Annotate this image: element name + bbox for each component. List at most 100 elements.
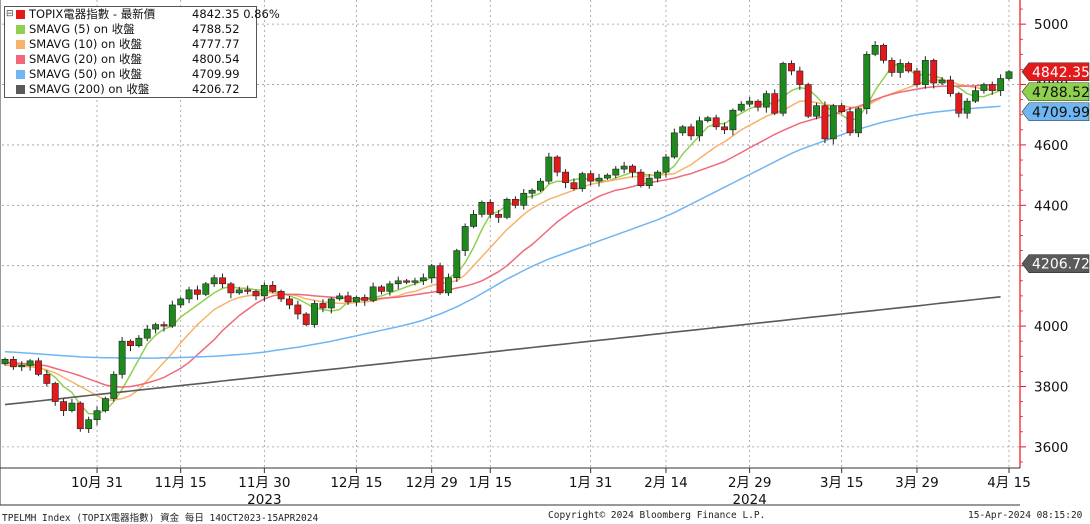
candle-down (687, 126, 695, 137)
candle-up (428, 265, 436, 279)
candle-down (244, 289, 252, 292)
candle-down (302, 313, 310, 325)
legend-entry[interactable]: SMAVG (5) on 收盤 4788.52 (5, 22, 256, 37)
candle-down (294, 304, 302, 315)
legend-entry[interactable]: TOPIX電器指數 - 最新價 4842.35 0.86% (5, 7, 280, 22)
x-tick-label: 1月 15 (468, 475, 512, 491)
legend-swatch (16, 70, 25, 79)
candle-down (637, 171, 645, 186)
candle-down (804, 84, 812, 117)
candle-down (60, 401, 68, 411)
candle-up (997, 78, 1005, 91)
candle-down (193, 289, 201, 295)
legend-entry[interactable]: SMAVG (50) on 收盤 4709.99 (5, 67, 256, 82)
price-tag-bg (1021, 254, 1090, 273)
footer-timestamp: 15-Apr-2024 08:15:20 (968, 510, 1083, 521)
x-tick-label: 3月 15 (820, 475, 864, 491)
candle-down (361, 297, 369, 301)
candle-down (988, 84, 996, 91)
x-year-label: 2023 (247, 492, 281, 508)
candle-up (746, 100, 754, 105)
candle-up (863, 54, 871, 109)
candle-up (152, 324, 160, 330)
candle-down (378, 286, 385, 292)
candle-up (202, 283, 210, 295)
candle-down (788, 63, 795, 72)
candle-down (905, 63, 913, 72)
legend-swatch (16, 85, 25, 94)
candle-down (269, 285, 277, 292)
candle-up (453, 250, 461, 279)
legend-entry-value: 4206.72 (192, 82, 240, 96)
candle-down (436, 265, 444, 294)
candle-up (118, 340, 126, 375)
candle-down (570, 182, 578, 190)
candle-up (921, 60, 929, 85)
price-tag-label: 4842.35 (1032, 65, 1090, 81)
legend-entry-name: TOPIX電器指數 - 最新價 (29, 7, 156, 21)
y-tick-label: 4000 (1034, 319, 1068, 335)
candle-up (68, 402, 76, 411)
candle-up (654, 171, 662, 179)
price-tags: 4842.35 4788.52 4709.99 4206.72 (1021, 62, 1090, 273)
candle-down (160, 324, 168, 327)
candle-up (185, 289, 193, 300)
candle-down (955, 93, 963, 114)
y-tick-label: 4400 (1034, 198, 1068, 214)
candle-down (930, 60, 938, 84)
candle-down (227, 283, 235, 294)
candle-down (880, 44, 887, 61)
candle-up (779, 63, 787, 114)
candle-down (587, 173, 595, 182)
footer-security-info: TPELMH Index (TOPIX電器指數) 資金 每日 14OCT2023… (2, 513, 319, 524)
candle-up (419, 277, 427, 282)
candle-down (286, 298, 293, 306)
legend-entry-name: SMAVG (50) on 收盤 (29, 67, 143, 81)
candle-up (336, 295, 344, 300)
candle-down (771, 93, 779, 114)
candle-up (168, 304, 176, 327)
candle-down (43, 374, 51, 384)
candle-up (478, 201, 486, 215)
candle-up (520, 192, 528, 206)
candle-up (871, 44, 879, 55)
candle-up (737, 103, 745, 111)
candle-down (35, 360, 42, 375)
candle-up (235, 289, 243, 294)
candle-down (344, 295, 352, 303)
candle-up (18, 365, 26, 368)
candle-up (177, 298, 185, 306)
candle-down (712, 117, 720, 128)
candle-down (846, 111, 854, 134)
candle-up (679, 126, 687, 134)
candle-up (503, 198, 511, 218)
candle-down (127, 340, 134, 347)
candle-up (386, 283, 394, 292)
candle-up (135, 337, 143, 347)
candle-up (85, 419, 93, 430)
candle-up (896, 63, 904, 73)
legend-entry[interactable]: SMAVG (200) on 收盤 4206.72 (5, 82, 256, 97)
candle-down (277, 291, 285, 300)
x-tick-label: 1月 31 (569, 475, 613, 491)
candle-up (26, 360, 34, 366)
legend-entry[interactable]: SMAVG (20) on 收盤 4800.54 (5, 52, 256, 67)
candle-up (695, 120, 703, 137)
legend-entry-value: 4800.54 (192, 52, 240, 66)
legend-entry-value: 4709.99 (192, 67, 240, 81)
legend-swatch (16, 40, 25, 49)
footer-copyright: Copyright© 2024 Bloomberg Finance L.P. (548, 510, 766, 521)
candle-down (796, 70, 804, 85)
x-year-label: 2024 (732, 492, 766, 508)
collapse-icon[interactable]: ⊟ (6, 9, 14, 19)
legend-entry[interactable]: SMAVG (10) on 收盤 4777.77 (5, 37, 256, 52)
candle-up (461, 226, 469, 251)
y-tick-label: 3800 (1034, 379, 1068, 395)
candle-up (470, 214, 477, 227)
y-tick-label: 4600 (1034, 138, 1068, 154)
candle-down (913, 70, 921, 85)
candle-down (403, 280, 411, 283)
candle-up (210, 277, 218, 285)
price-tag-label: 4709.99 (1032, 105, 1090, 121)
